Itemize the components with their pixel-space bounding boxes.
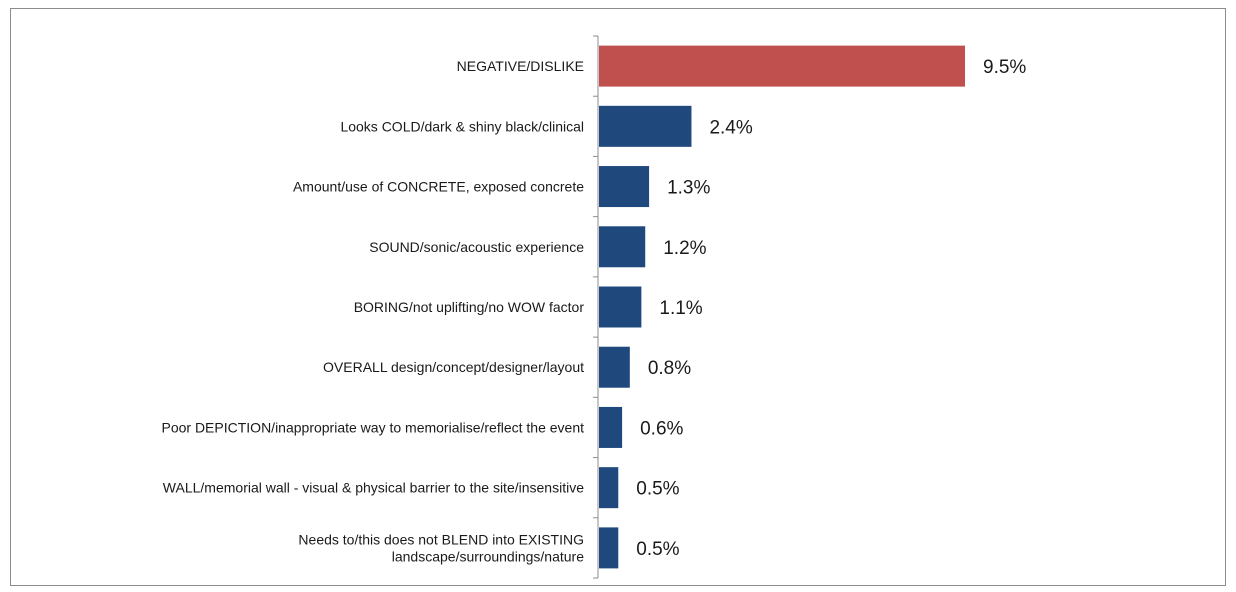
category-label-line: OVERALL design/concept/designer/layout <box>323 359 584 375</box>
bar <box>599 346 630 388</box>
category-label: WALL/memorial wall - visual & physical b… <box>163 480 584 496</box>
category-label: Needs to/this does not BLEND into EXISTI… <box>298 531 584 564</box>
bar <box>599 286 642 328</box>
chart-frame <box>10 8 1226 586</box>
value-label: 1.3% <box>667 178 710 199</box>
bar <box>599 467 619 509</box>
value-label: 0.5% <box>636 479 679 500</box>
bar <box>599 166 650 208</box>
value-label: 2.4% <box>709 117 752 138</box>
category-label-line: Looks COLD/dark & shiny black/clinical <box>340 118 584 134</box>
category-label-line: WALL/memorial wall - visual & physical b… <box>163 480 584 496</box>
bar <box>599 226 646 268</box>
category-label: NEGATIVE/DISLIKE <box>457 58 584 74</box>
category-label: Amount/use of CONCRETE, exposed concrete <box>293 179 584 195</box>
category-label-line: Amount/use of CONCRETE, exposed concrete <box>293 179 584 195</box>
category-label: Poor DEPICTION/inappropriate way to memo… <box>161 419 584 435</box>
category-label-line: landscape/surroundings/nature <box>392 548 584 564</box>
bar <box>599 406 623 448</box>
category-label: SOUND/sonic/acoustic experience <box>369 239 584 255</box>
category-label-line: Needs to/this does not BLEND into EXISTI… <box>298 531 584 547</box>
value-label: 0.6% <box>640 418 683 439</box>
value-label: 1.2% <box>663 238 706 259</box>
category-label-line: Poor DEPICTION/inappropriate way to memo… <box>161 419 584 435</box>
bar <box>599 105 692 147</box>
category-label: BORING/not uplifting/no WOW factor <box>354 299 585 315</box>
value-label: 9.5% <box>983 57 1026 78</box>
category-label-line: SOUND/sonic/acoustic experience <box>369 239 584 255</box>
category-label-line: NEGATIVE/DISLIKE <box>457 58 584 74</box>
value-label: 0.5% <box>636 539 679 560</box>
category-label: Looks COLD/dark & shiny black/clinical <box>340 118 584 134</box>
value-label: 0.8% <box>648 358 691 379</box>
category-label: OVERALL design/concept/designer/layout <box>323 359 584 375</box>
value-label: 1.1% <box>659 298 702 319</box>
category-label-line: BORING/not uplifting/no WOW factor <box>354 299 585 315</box>
bar <box>599 45 965 87</box>
bar <box>599 527 619 569</box>
